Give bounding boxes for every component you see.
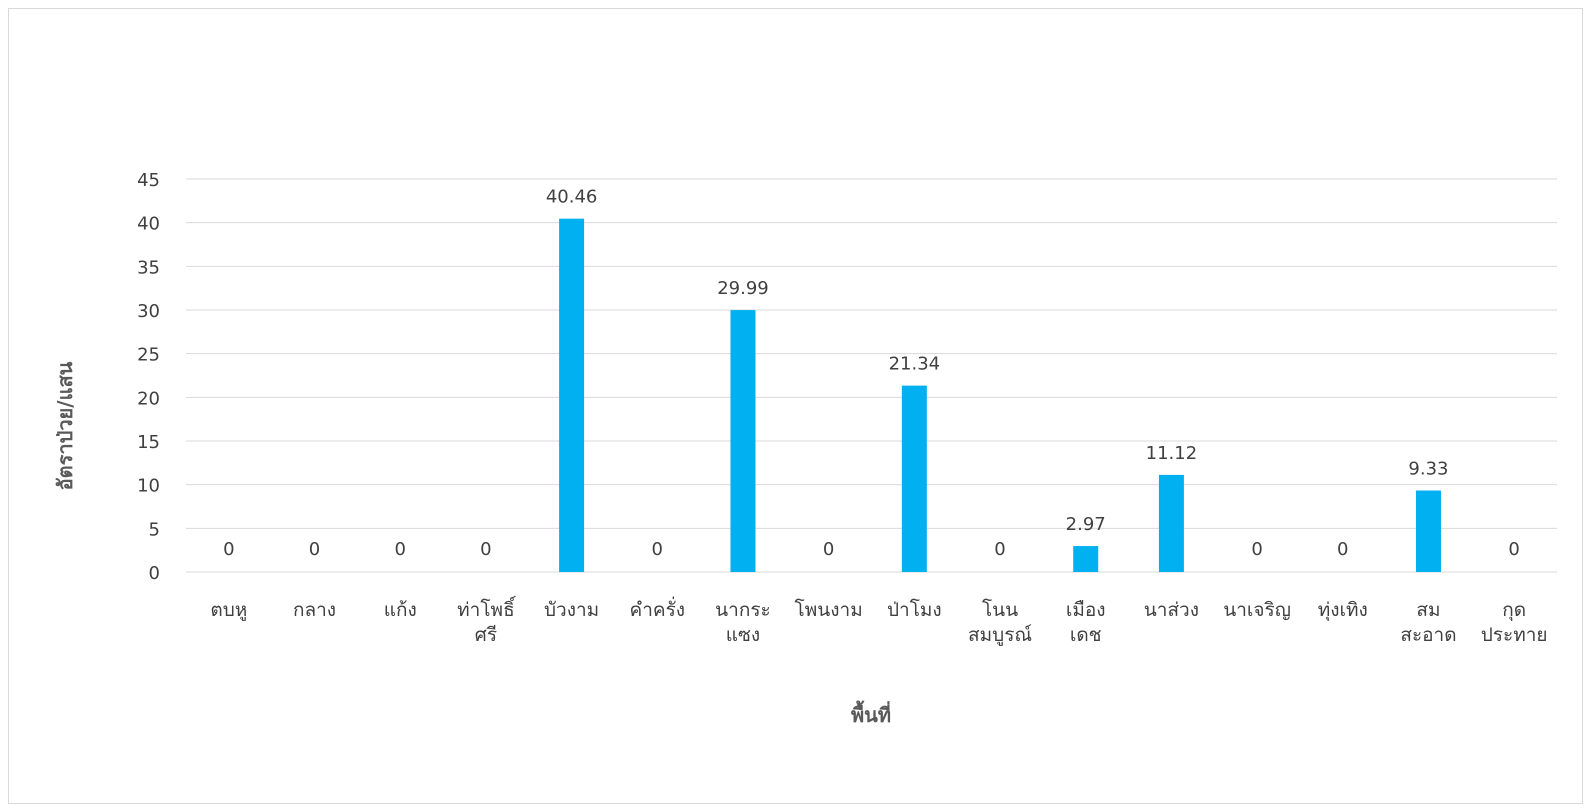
y-tick-label: 45 bbox=[137, 170, 160, 191]
y-tick-label: 5 bbox=[149, 519, 160, 540]
y-tick-label: 40 bbox=[137, 214, 160, 235]
x-tick-label: โพนงาม bbox=[795, 598, 863, 621]
gridlines bbox=[186, 178, 1557, 573]
y-axis-title: อัตราป่วย/แสน bbox=[53, 361, 77, 490]
y-axis-ticks: 0 5 10 15 20 25 30 35 40 45 bbox=[137, 170, 160, 584]
x-tick-label-line: ตบหู bbox=[210, 599, 247, 621]
x-tick-label: คำครั่ง bbox=[629, 596, 685, 621]
y-tick-label: 0 bbox=[149, 563, 160, 584]
x-tick-label-line: กุด bbox=[1502, 599, 1526, 622]
data-label: 0 bbox=[1337, 539, 1348, 560]
x-tick-label-line: ป่าโมง bbox=[887, 598, 942, 621]
data-label: 2.97 bbox=[1066, 514, 1106, 535]
x-tick-label-line: นาเจริญ bbox=[1223, 599, 1291, 621]
bar bbox=[1158, 474, 1184, 572]
bar bbox=[901, 385, 927, 572]
x-tick-label: กุดประทาย bbox=[1481, 599, 1548, 646]
x-tick-label-line: สะอาด bbox=[1400, 624, 1456, 646]
x-tick-label: ท่าโพธิ์ศรี bbox=[457, 595, 517, 646]
x-tick-label-line: นาส่วง bbox=[1144, 599, 1199, 621]
x-tick-label-line: ท่าโพธิ์ bbox=[457, 595, 517, 621]
x-tick-label-line: บัวงาม bbox=[544, 599, 599, 621]
x-tick-label: นาเจริญ bbox=[1223, 599, 1291, 621]
data-label: 0 bbox=[1251, 539, 1262, 560]
data-labels: 0 0 0 0 40.46 0 29.99 0 21.34 0 2.97 11.12 0 0 9.33 0 bbox=[223, 187, 1520, 560]
data-label: 0 bbox=[823, 539, 834, 560]
x-tick-label: เมืองเดช bbox=[1066, 599, 1106, 646]
x-tick-label-line: เมือง bbox=[1066, 599, 1106, 621]
y-tick-label: 30 bbox=[137, 301, 160, 322]
chart-frame bbox=[8, 8, 1583, 804]
data-label: 0 bbox=[652, 539, 663, 560]
y-tick-label: 25 bbox=[137, 345, 160, 366]
x-tick-label-line: ทุ่งเทิง bbox=[1318, 599, 1368, 622]
data-label: 40.46 bbox=[546, 187, 598, 208]
y-tick-label: 15 bbox=[137, 432, 160, 453]
x-tick-label: ป่าโมง bbox=[887, 598, 942, 621]
x-axis-categories: ตบหู กลาง แก้ง ท่าโพธิ์ศรี บัวงาม คำครั่ง นากร… bbox=[210, 595, 1547, 646]
y-tick-label: 35 bbox=[137, 257, 160, 278]
x-tick-label: โนนสมบูรณ์ bbox=[968, 598, 1032, 646]
x-tick-label: บัวงาม bbox=[544, 599, 599, 621]
x-tick-label-line: คำครั่ง bbox=[629, 596, 685, 621]
x-tick-label-line: โพนงาม bbox=[795, 598, 863, 621]
x-tick-label: แก้ง bbox=[384, 599, 417, 621]
x-tick-label: นาส่วง bbox=[1144, 599, 1199, 621]
x-tick-label: กลาง bbox=[293, 599, 336, 621]
x-tick-label-line: แก้ง bbox=[384, 599, 417, 621]
x-tick-label-line: สม bbox=[1416, 599, 1440, 621]
data-label: 0 bbox=[994, 539, 1005, 560]
data-label: 0 bbox=[480, 539, 491, 560]
x-tick-label-line: กลาง bbox=[293, 599, 336, 621]
data-label: 9.33 bbox=[1408, 459, 1448, 480]
x-tick-label-line: ศรี bbox=[475, 624, 497, 646]
bar bbox=[730, 310, 756, 572]
bars bbox=[559, 218, 1441, 572]
x-tick-label: ทุ่งเทิง bbox=[1318, 599, 1368, 622]
x-tick-label-line: สมบูรณ์ bbox=[968, 624, 1032, 646]
x-tick-label-line: เดช bbox=[1070, 624, 1102, 646]
data-label: 0 bbox=[223, 539, 234, 560]
y-tick-label: 20 bbox=[137, 388, 160, 409]
x-tick-label: นากระแซง bbox=[715, 599, 771, 646]
x-tick-label-line: นากระ bbox=[715, 599, 771, 621]
x-tick-label-line: แซง bbox=[726, 624, 760, 646]
data-label: 0 bbox=[394, 539, 405, 560]
data-label: 11.12 bbox=[1146, 443, 1198, 464]
x-tick-label: สมสะอาด bbox=[1400, 599, 1456, 646]
bar bbox=[1415, 490, 1441, 572]
data-label: 21.34 bbox=[889, 354, 941, 375]
y-tick-label: 10 bbox=[137, 476, 160, 497]
x-axis-title: พื้นที่ bbox=[851, 700, 891, 727]
data-label: 0 bbox=[1508, 539, 1519, 560]
bar bbox=[1073, 546, 1099, 572]
x-tick-label: ตบหู bbox=[210, 599, 247, 621]
x-tick-label-line: โนน bbox=[982, 598, 1018, 621]
data-label: 29.99 bbox=[717, 278, 769, 299]
data-label: 0 bbox=[309, 539, 320, 560]
bar bbox=[559, 218, 585, 572]
x-tick-label-line: ประทาย bbox=[1481, 624, 1548, 646]
